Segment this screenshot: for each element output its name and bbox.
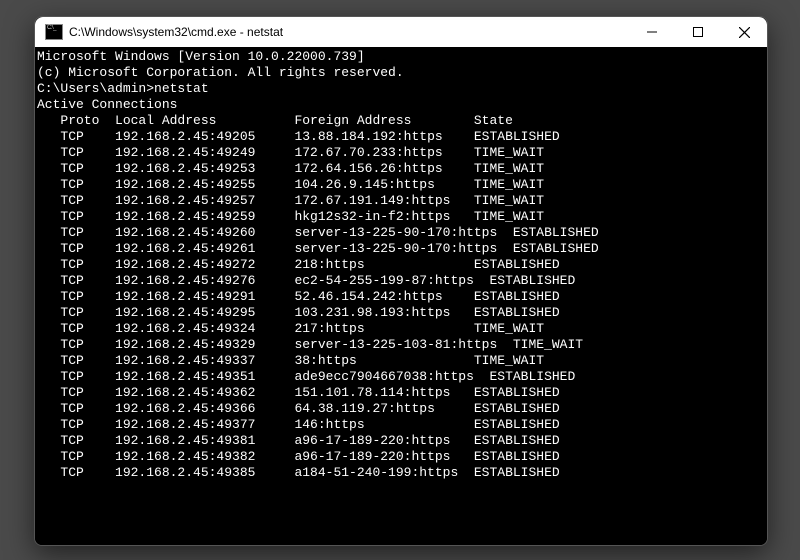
terminal-line: TCP 192.168.2.45:49382 a96-17-189-220:ht…: [37, 449, 767, 465]
terminal-line: TCP 192.168.2.45:49253 172.64.156.26:htt…: [37, 161, 767, 177]
minimize-button[interactable]: [629, 17, 675, 47]
terminal-line: TCP 192.168.2.45:49257 172.67.191.149:ht…: [37, 193, 767, 209]
terminal-line: TCP 192.168.2.45:49259 hkg12s32-in-f2:ht…: [37, 209, 767, 225]
cmd-icon: [45, 24, 63, 40]
terminal-line: TCP 192.168.2.45:49366 64.38.119.27:http…: [37, 401, 767, 417]
terminal-line: TCP 192.168.2.45:49255 104.26.9.145:http…: [37, 177, 767, 193]
titlebar[interactable]: C:\Windows\system32\cmd.exe - netstat: [35, 17, 767, 47]
terminal-line: TCP 192.168.2.45:49385 a184-51-240-199:h…: [37, 465, 767, 481]
terminal-line: TCP 192.168.2.45:49329 server-13-225-103…: [37, 337, 767, 353]
minimize-icon: [647, 27, 657, 37]
terminal-line: TCP 192.168.2.45:49272 218:https ESTABLI…: [37, 257, 767, 273]
terminal-line: TCP 192.168.2.45:49276 ec2-54-255-199-87…: [37, 273, 767, 289]
terminal-line: Proto Local Address Foreign Address Stat…: [37, 113, 767, 129]
terminal-line: C:\Users\admin>netstat: [37, 81, 767, 97]
maximize-button[interactable]: [675, 17, 721, 47]
terminal-line: TCP 192.168.2.45:49337 38:https TIME_WAI…: [37, 353, 767, 369]
terminal-line: TCP 192.168.2.45:49324 217:https TIME_WA…: [37, 321, 767, 337]
terminal-line: Active Connections: [37, 97, 767, 113]
cmd-window: C:\Windows\system32\cmd.exe - netstat Mi…: [34, 16, 768, 546]
terminal-line: TCP 192.168.2.45:49381 a96-17-189-220:ht…: [37, 433, 767, 449]
terminal-output[interactable]: Microsoft Windows [Version 10.0.22000.73…: [35, 47, 767, 545]
terminal-line: TCP 192.168.2.45:49291 52.46.154.242:htt…: [37, 289, 767, 305]
close-button[interactable]: [721, 17, 767, 47]
maximize-icon: [693, 27, 703, 37]
terminal-line: TCP 192.168.2.45:49351 ade9ecc7904667038…: [37, 369, 767, 385]
terminal-line: TCP 192.168.2.45:49261 server-13-225-90-…: [37, 241, 767, 257]
terminal-line: Microsoft Windows [Version 10.0.22000.73…: [37, 49, 767, 65]
terminal-line: TCP 192.168.2.45:49377 146:https ESTABLI…: [37, 417, 767, 433]
terminal-line: TCP 192.168.2.45:49249 172.67.70.233:htt…: [37, 145, 767, 161]
terminal-line: TCP 192.168.2.45:49260 server-13-225-90-…: [37, 225, 767, 241]
terminal-line: TCP 192.168.2.45:49205 13.88.184.192:htt…: [37, 129, 767, 145]
terminal-line: TCP 192.168.2.45:49362 151.101.78.114:ht…: [37, 385, 767, 401]
terminal-line: (c) Microsoft Corporation. All rights re…: [37, 65, 767, 81]
close-icon: [739, 27, 750, 38]
terminal-line: TCP 192.168.2.45:49295 103.231.98.193:ht…: [37, 305, 767, 321]
window-title: C:\Windows\system32\cmd.exe - netstat: [69, 25, 629, 39]
window-controls: [629, 17, 767, 47]
